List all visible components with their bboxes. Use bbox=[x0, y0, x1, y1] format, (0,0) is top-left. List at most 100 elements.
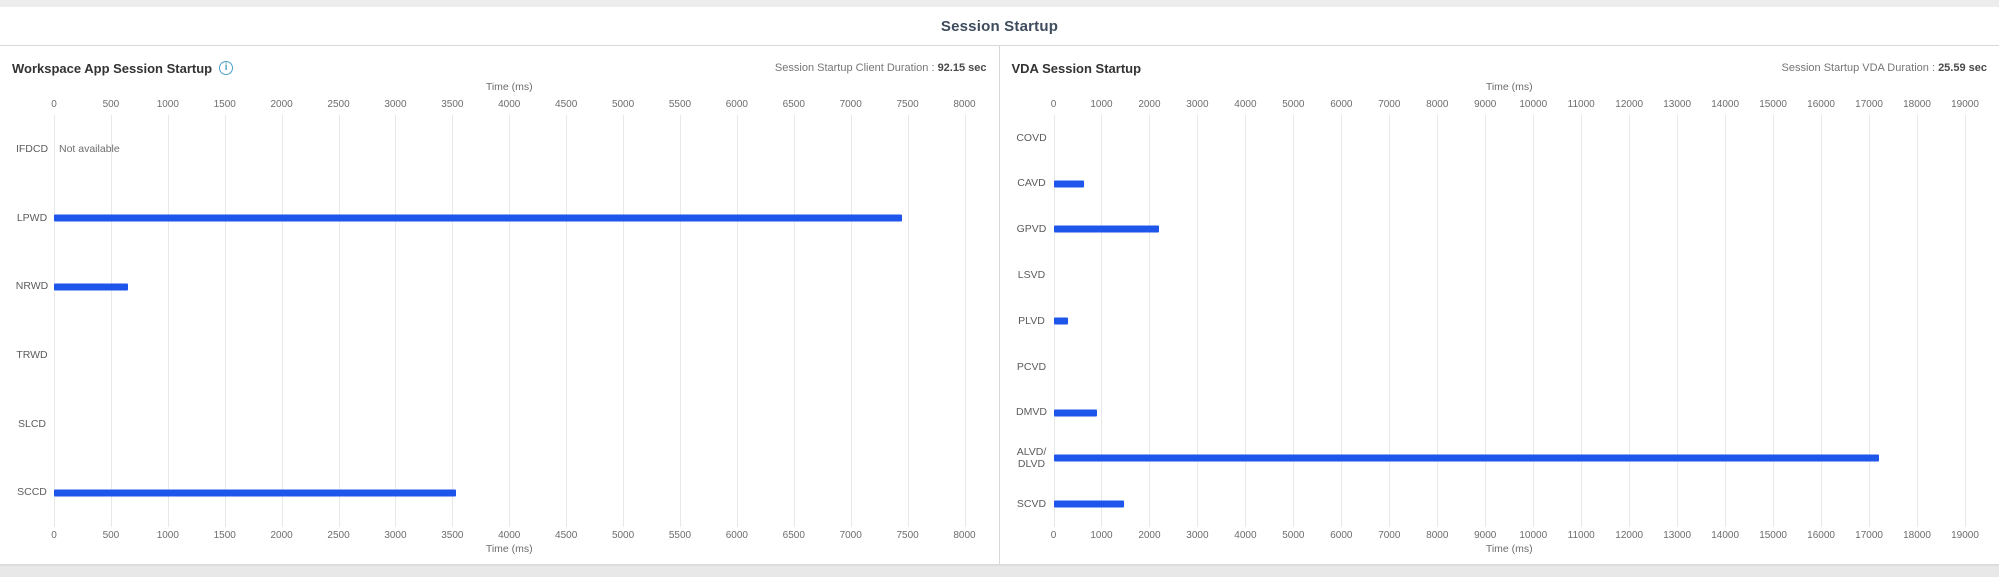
axis-tick-label: 5000 bbox=[1282, 99, 1305, 110]
axis-tick-label: 8000 bbox=[953, 530, 976, 541]
gridline bbox=[964, 115, 966, 527]
category-label: LPWD bbox=[16, 211, 48, 224]
panel-title: VDA Session Startup bbox=[1011, 60, 1142, 76]
gridline bbox=[1293, 115, 1295, 527]
axis-tick-label: 11000 bbox=[1567, 530, 1595, 541]
axis-caption-row-top: Time (ms) bbox=[12, 81, 987, 98]
gridline bbox=[1149, 115, 1151, 527]
axis-tick-label: 6000 bbox=[725, 530, 748, 541]
axis-tick-label: 3000 bbox=[384, 530, 407, 541]
tick-area: 0 500 1000 1500 2000 2500 3000 3500 4000 4500 5000… bbox=[51, 98, 975, 112]
grid-overlay bbox=[1053, 115, 1966, 527]
axis-tick-label: 0 bbox=[1050, 530, 1057, 541]
gridline bbox=[224, 115, 226, 527]
axis-tick-label: 4000 bbox=[1234, 530, 1257, 541]
category-label: PLVD bbox=[1018, 314, 1045, 327]
page-header: Session Startup bbox=[0, 7, 1999, 45]
axis-tick-label: 2500 bbox=[327, 530, 350, 541]
duration-bar bbox=[1053, 409, 1097, 417]
duration-bar bbox=[54, 283, 128, 291]
axis-spacer bbox=[12, 98, 54, 112]
axis-tick-label: 2000 bbox=[1138, 99, 1161, 110]
axis-tick-label: 2000 bbox=[270, 530, 293, 541]
axis-tick-label: 500 bbox=[102, 99, 120, 110]
axis-tick-label: 8000 bbox=[1426, 530, 1449, 541]
client-duration-value: 92.15 sec bbox=[937, 62, 987, 74]
page-title: Session Startup bbox=[940, 17, 1059, 35]
not-available-label: Not available bbox=[59, 143, 120, 156]
axis-tick-row-bottom: 0 500 1000 1500 2000 2500 3000 3500 4000 4500 5000… bbox=[12, 529, 987, 543]
chart-row: ALVD/ DLVD bbox=[1012, 435, 1988, 481]
axis-tick-label: 500 bbox=[102, 530, 120, 541]
category-label: NRWD bbox=[15, 280, 49, 293]
grid-overlay bbox=[54, 115, 966, 527]
axis-spacer bbox=[1012, 98, 1054, 112]
info-icon[interactable]: i bbox=[219, 61, 234, 75]
gridline bbox=[452, 115, 454, 527]
gridline bbox=[1629, 115, 1631, 527]
axis-spacer bbox=[1012, 529, 1054, 543]
axis-tick-label: 1000 bbox=[1090, 530, 1113, 541]
row-plot bbox=[1054, 252, 1966, 298]
axis-caption-row-top: Time (ms) bbox=[1012, 81, 1988, 98]
axis-tick-label: 0 bbox=[1050, 99, 1057, 110]
axis-tick-label: 1500 bbox=[213, 530, 236, 541]
axis-tick-label: 1500 bbox=[213, 99, 236, 110]
workspace-app-session-startup-panel: Workspace App Session Startup i Session … bbox=[0, 46, 1000, 564]
axis-title-bottom: Time (ms) bbox=[1485, 543, 1533, 555]
axis-tick-label: 3000 bbox=[1186, 530, 1209, 541]
vda-duration-value: 25.59 sec bbox=[1938, 62, 1987, 74]
category-label: DMVD bbox=[1016, 406, 1047, 419]
row-plot bbox=[54, 321, 965, 390]
category-label: SCVD bbox=[1016, 497, 1047, 510]
axis-spacer bbox=[12, 81, 54, 98]
axis-tick-label: 14000 bbox=[1711, 99, 1740, 110]
gridline bbox=[679, 115, 681, 527]
category-label: COVD bbox=[1016, 131, 1047, 144]
axis-tick-label: 1000 bbox=[1090, 99, 1113, 110]
chart-row: COVD bbox=[1012, 115, 1988, 161]
chart-row: PCVD bbox=[1012, 344, 1988, 390]
axis-tick-row-bottom: 0 1000 2000 3000 4000 5000 6000 7000 8000 9000 100… bbox=[1012, 529, 1988, 543]
axis-tick-label: 4000 bbox=[1234, 99, 1257, 110]
axis-tick-label: 19000 bbox=[1951, 530, 1979, 541]
chart-row: IFDCD Not available bbox=[12, 115, 987, 184]
axis-tick-label: 9000 bbox=[1474, 530, 1497, 541]
axis-tick-label: 3000 bbox=[1186, 99, 1209, 110]
row-plot bbox=[54, 390, 965, 459]
axis-tick-label: 18000 bbox=[1903, 99, 1931, 110]
axis-tick-label: 1000 bbox=[156, 99, 179, 110]
chart-row: SLCD bbox=[12, 390, 987, 459]
axis-tick-label: 7000 bbox=[839, 530, 862, 541]
panel-title: Workspace App Session Startup bbox=[12, 60, 213, 76]
axis-tick-label: 7500 bbox=[896, 530, 919, 541]
axis-tick-label: 2000 bbox=[1138, 530, 1161, 541]
category-label: LSVD bbox=[1017, 268, 1046, 281]
axis-tick-label: 7000 bbox=[1378, 530, 1401, 541]
plot-area: IFDCD Not available LPWD NRWD TRWD SLCD SCCD bbox=[12, 115, 987, 527]
gridline bbox=[1533, 115, 1535, 527]
gridline bbox=[110, 115, 112, 527]
gridline bbox=[1245, 115, 1247, 527]
row-plot bbox=[1054, 115, 1966, 161]
top-strip bbox=[0, 0, 1999, 7]
axis-tick-label: 5000 bbox=[611, 530, 635, 541]
axis-tick-label: 13000 bbox=[1663, 99, 1692, 110]
axis-tick-label: 16000 bbox=[1807, 530, 1835, 541]
axis-tick-label: 8000 bbox=[1426, 99, 1449, 110]
category-label: PCVD bbox=[1016, 360, 1047, 373]
axis-tick-label: 7000 bbox=[1378, 99, 1401, 110]
row-plot bbox=[1053, 390, 1966, 436]
row-plot bbox=[54, 184, 965, 253]
gridline bbox=[1725, 115, 1727, 527]
duration-bar bbox=[1053, 317, 1068, 325]
category-label: ALVD/ DLVD bbox=[1016, 445, 1047, 471]
duration-bar bbox=[1053, 225, 1160, 233]
gridline bbox=[736, 115, 738, 527]
axis-tick-label: 11000 bbox=[1567, 99, 1595, 110]
axis-tick-label: 1000 bbox=[156, 530, 179, 541]
axis-tick-label: 17000 bbox=[1855, 530, 1883, 541]
category-label: GPVD bbox=[1016, 223, 1047, 236]
panel-header: Workspace App Session Startup i Session … bbox=[12, 55, 987, 81]
row-plot bbox=[1054, 344, 1966, 390]
